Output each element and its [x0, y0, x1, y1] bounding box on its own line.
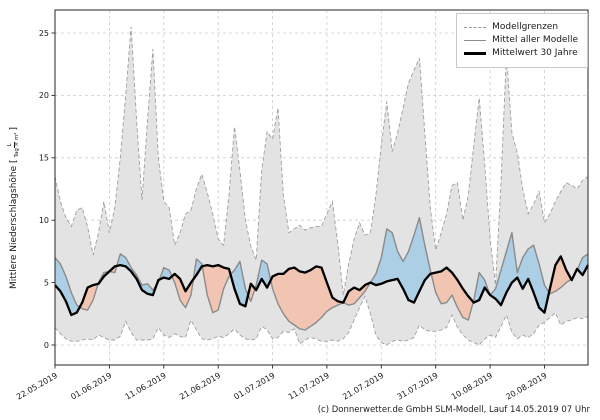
legend-label: Modellgrenzen — [492, 22, 559, 32]
y-tick-label: 0 — [44, 341, 49, 350]
plot-frame — [54, 9, 589, 366]
unit-fraction: L Tag × m² — [7, 131, 21, 158]
copyright-footer: (c) Donnerwetter.de GmbH SLM-Modell, Lau… — [317, 405, 590, 415]
y-axis-label-close-bracket: ] — [9, 126, 19, 131]
dashed-line-sample-icon — [464, 27, 487, 28]
x-tick-label: 01.06.2019 — [69, 371, 113, 402]
x-tick-label: 21.06.2019 — [178, 371, 222, 402]
x-tick-label: 01.07.2019 — [232, 371, 276, 402]
legend-label: Mittelwert 30 Jahre — [492, 48, 578, 58]
30yr-mean-line — [54, 255, 590, 317]
legend-label: Mittel aller Modelle — [492, 35, 578, 45]
legend-item-mittel-aller-modelle: Mittel aller Modelle — [464, 36, 578, 45]
black-line-sample-icon — [464, 52, 487, 55]
model-mean-line — [54, 217, 589, 331]
y-axis-label-text: Mittlere Niederschlagshöhe [ — [9, 159, 19, 290]
y-tick-label: 10 — [39, 216, 49, 225]
y-tick-label: 5 — [44, 278, 49, 287]
y-tick-label: 25 — [39, 29, 49, 38]
legend: Modellgrenzen Mittel aller Modelle Mitte… — [456, 13, 588, 68]
legend-item-modellgrenzen: Modellgrenzen — [464, 23, 578, 32]
y-tick-label: 15 — [39, 154, 49, 163]
unit-denominator: Tag × m² — [13, 132, 20, 158]
gray-line-sample-icon — [464, 40, 487, 41]
x-tick-label: 22.05.2019 — [15, 371, 59, 402]
x-tick-label: 21.07.2019 — [341, 371, 385, 402]
x-tick-label: 31.07.2019 — [396, 371, 440, 402]
y-axis-label: Mittlere Niederschlagshöhe [L Tag × m²] — [7, 93, 21, 323]
x-tick-label: 11.06.2019 — [124, 371, 168, 402]
legend-item-mittelwert-30-jahre: Mittelwert 30 Jahre — [464, 49, 578, 58]
y-tick-label: 20 — [39, 91, 49, 100]
x-tick-label: 11.07.2019 — [287, 371, 331, 402]
model-bounds-band — [54, 26, 589, 346]
x-tick-label: 10.08.2019 — [450, 371, 494, 402]
x-tick-label: 20.08.2019 — [504, 371, 548, 402]
